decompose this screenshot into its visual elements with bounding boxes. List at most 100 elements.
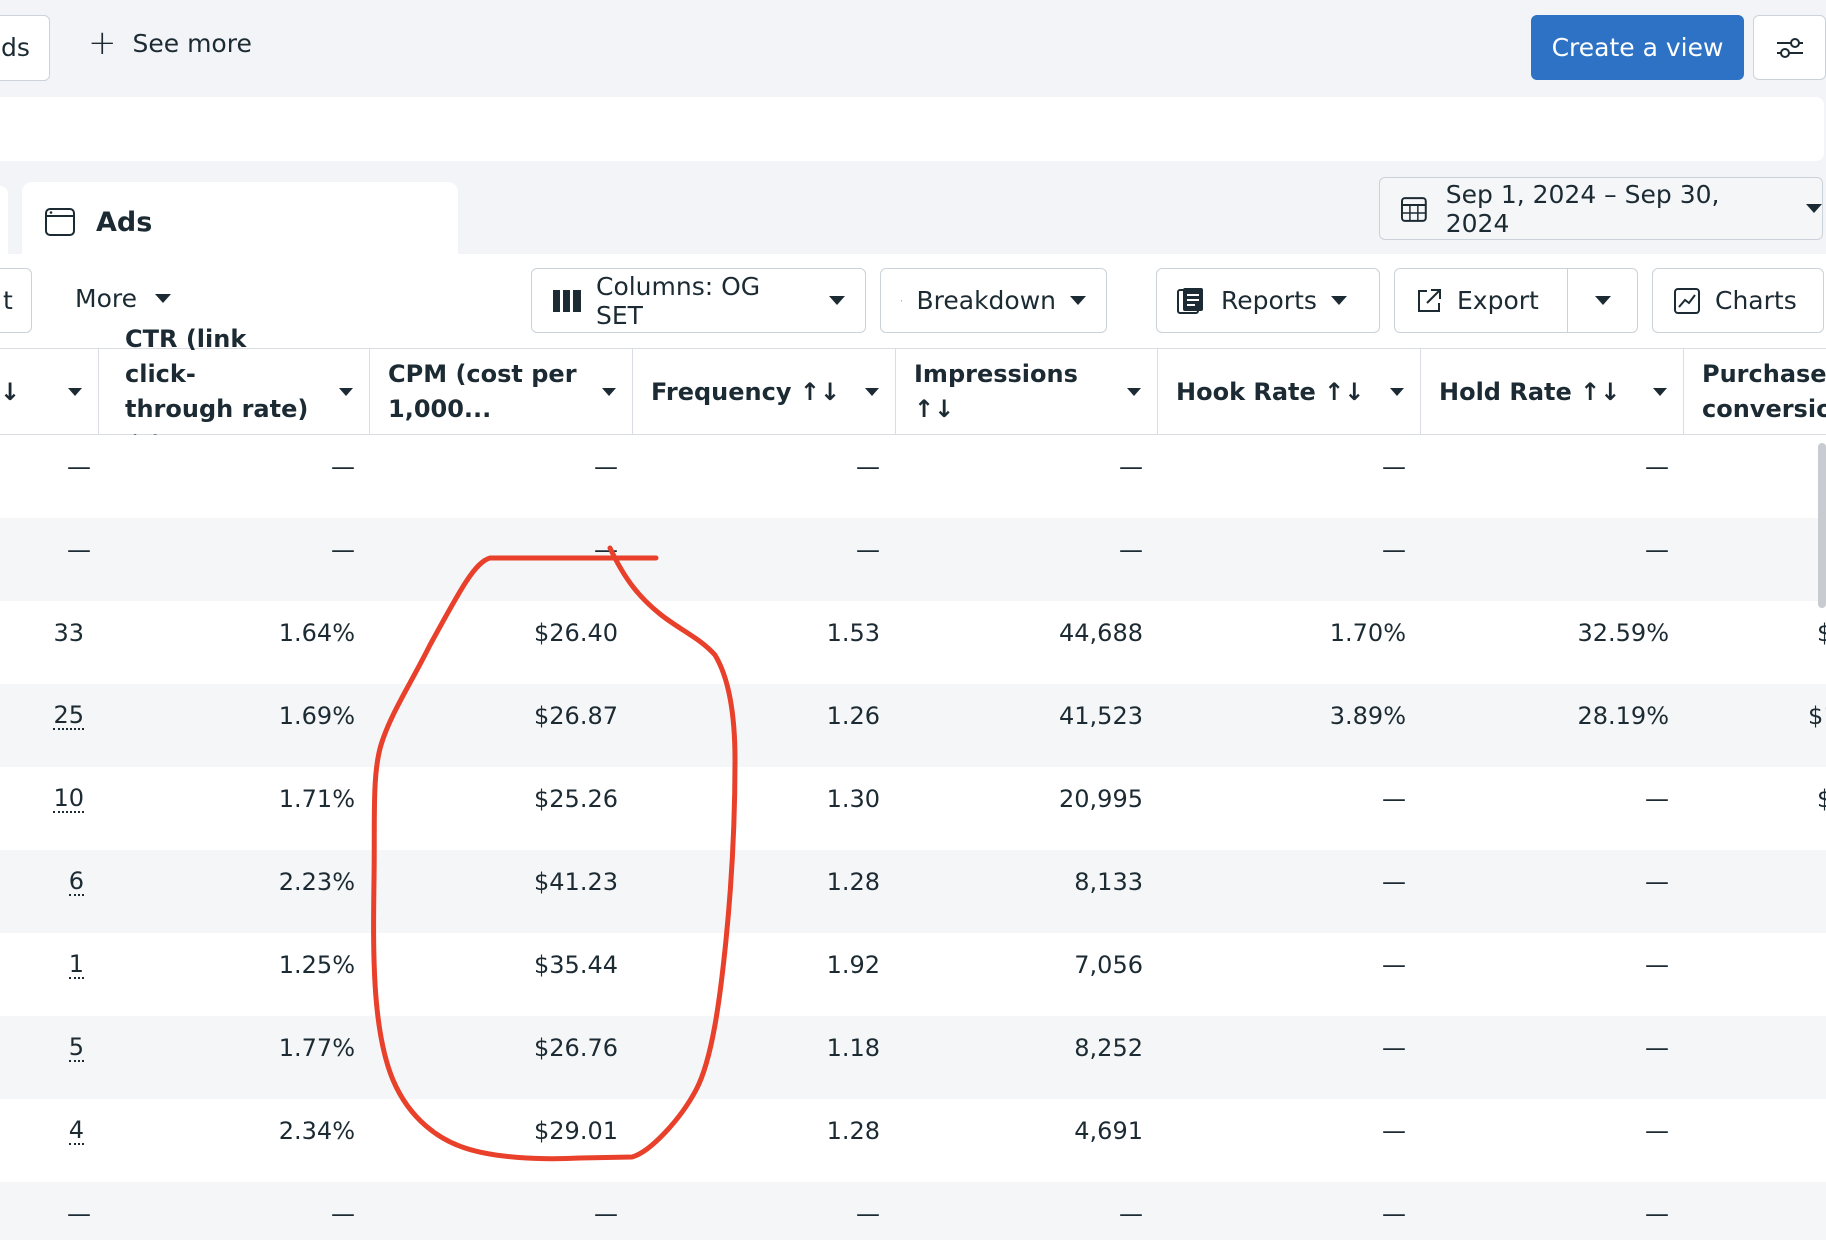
cell-results-link[interactable]: 4 <box>68 1116 84 1145</box>
column-header-cpm[interactable]: CPM (cost per 1,000... <box>370 349 633 435</box>
cell-impressions: 44,688 <box>1059 619 1143 647</box>
column-header-frequency[interactable]: Frequency ↑↓ <box>633 349 896 435</box>
table-row[interactable]: — — — — — — — <box>0 1182 1826 1240</box>
reports-icon <box>1177 287 1203 314</box>
cell-cpm: $25.26 <box>534 785 618 813</box>
cell-frequency: 1.26 <box>826 702 880 730</box>
cell-ctr: 2.34% <box>278 1117 355 1145</box>
cell-cpm: $41.23 <box>534 868 618 896</box>
breakdown-label: Breakdown <box>916 286 1056 315</box>
chevron-down-icon <box>829 296 845 305</box>
cell-cpm: $26.76 <box>534 1034 618 1062</box>
export-dropdown-button[interactable] <box>1567 268 1638 333</box>
chevron-down-icon <box>1330 296 1347 305</box>
column-header-partial[interactable]: ↓ <box>0 349 99 435</box>
table-row[interactable]: 1 1.25% $35.44 1.92 7,056 — — <box>0 933 1826 1016</box>
chevron-down-icon[interactable] <box>865 388 879 396</box>
cell-results-link[interactable]: 1 <box>68 950 84 979</box>
table-row[interactable]: 6 2.23% $41.23 1.28 8,133 — — <box>0 850 1826 933</box>
chevron-down-icon[interactable] <box>1653 388 1667 396</box>
chevron-down-icon[interactable] <box>602 388 616 396</box>
create-view-button[interactable]: Create a view <box>1531 15 1744 80</box>
chevron-down-icon <box>1070 296 1086 305</box>
column-header-impressions[interactable]: Impressions ↑↓ <box>896 349 1158 435</box>
cell-hook-rate: 3.89% <box>1329 702 1406 730</box>
cell-results-link[interactable]: 5 <box>68 1033 84 1062</box>
table-row[interactable]: — — — — — — — <box>0 435 1826 518</box>
cell-hook-rate: — <box>1382 951 1406 979</box>
search-filter-bar[interactable] <box>0 97 1824 161</box>
cell-hook-rate: — <box>1382 1117 1406 1145</box>
column-header-hook-rate[interactable]: Hook Rate ↑↓ <box>1158 349 1421 435</box>
table-row[interactable]: 4 2.34% $29.01 1.28 4,691 — — <box>0 1099 1826 1182</box>
cell-results-link[interactable]: 10 <box>53 784 84 813</box>
ad-sets-tab-partial[interactable] <box>0 186 8 262</box>
cell-impressions: 41,523 <box>1059 702 1143 730</box>
purchases-header-line2: conversion <box>1702 395 1826 423</box>
cell-impressions: 8,252 <box>1074 1034 1143 1062</box>
plus-icon: + <box>88 23 117 63</box>
cell-frequency: 1.18 <box>826 1034 880 1062</box>
cell-cpm: — <box>594 453 618 481</box>
cell-ctr: 2.23% <box>278 868 355 896</box>
cell-frequency: 1.92 <box>826 951 880 979</box>
table-header: ↓ CTR (link click-through rate) ↑↓ CPM (… <box>0 325 1826 458</box>
chevron-down-icon[interactable] <box>1390 388 1404 396</box>
cell-hold-rate: — <box>1645 785 1669 813</box>
cell-hook-rate: — <box>1382 785 1406 813</box>
cell-cpm: $26.87 <box>534 702 618 730</box>
cell-impressions: 4,691 <box>1074 1117 1143 1145</box>
chevron-down-icon <box>1806 204 1822 213</box>
date-range-picker[interactable]: Sep 1, 2024 – Sep 30, 2024 <box>1379 177 1823 240</box>
export-label: Export <box>1457 286 1539 315</box>
breakdown-button[interactable]: Breakdown <box>880 268 1107 333</box>
tab-ads[interactable]: Ads <box>22 182 458 262</box>
cell-results: — <box>67 536 91 564</box>
cell-ctr: 1.71% <box>278 785 355 813</box>
cell-hook-rate: — <box>1382 536 1406 564</box>
chevron-down-icon <box>1594 296 1611 305</box>
cell-cpm: — <box>594 536 618 564</box>
ads-tab-partial[interactable]: ds <box>0 15 50 81</box>
chevron-down-icon[interactable] <box>1127 388 1141 396</box>
cell-cpm: $35.44 <box>534 951 618 979</box>
cell-purchases: $1 <box>1808 702 1826 730</box>
cell-results-link[interactable]: 25 <box>53 701 84 730</box>
frequency-header-label: Frequency ↑↓ <box>651 377 841 406</box>
column-header-hold-rate[interactable]: Hold Rate ↑↓ <box>1421 349 1684 435</box>
export-button[interactable]: Export <box>1394 268 1569 333</box>
cell-ctr: 1.69% <box>278 702 355 730</box>
cell-ctr: 1.25% <box>278 951 355 979</box>
chevron-down-icon <box>154 294 171 303</box>
table-row[interactable]: 10 1.71% $25.26 1.30 20,995 — — $ <box>0 767 1826 850</box>
chevron-down-icon[interactable] <box>68 388 82 396</box>
column-header-ctr[interactable]: CTR (link click-through rate) ↑↓ <box>107 325 370 458</box>
settings-button[interactable] <box>1753 15 1826 80</box>
cell-impressions: — <box>1119 536 1143 564</box>
breakdown-icon <box>901 299 903 302</box>
cell-results: 33 <box>53 619 84 647</box>
table-row[interactable]: — — — — — — — <box>0 518 1826 601</box>
cell-frequency: — <box>856 536 880 564</box>
vertical-scrollbar[interactable] <box>1818 443 1826 608</box>
left-button-label: t <box>3 286 13 315</box>
charts-button[interactable]: Charts <box>1652 268 1824 333</box>
table-row[interactable]: 33 1.64% $26.40 1.53 44,688 1.70% 32.59%… <box>0 601 1826 684</box>
cell-impressions: — <box>1119 1200 1143 1228</box>
columns-button[interactable]: Columns: OG SET <box>531 268 866 333</box>
cell-hook-rate: — <box>1382 868 1406 896</box>
table-row[interactable]: 5 1.77% $26.76 1.18 8,252 — — <box>0 1016 1826 1099</box>
table-row[interactable]: 25 1.69% $26.87 1.26 41,523 3.89% 28.19%… <box>0 684 1826 767</box>
charts-label: Charts <box>1715 286 1797 315</box>
column-header-purchases[interactable]: Purchases conversion <box>1684 349 1826 435</box>
columns-icon <box>552 289 581 312</box>
cell-results-link[interactable]: 6 <box>68 867 84 896</box>
cell-hold-rate: — <box>1645 868 1669 896</box>
chevron-down-icon[interactable] <box>339 388 353 396</box>
more-button[interactable]: More <box>75 284 171 313</box>
cell-ctr: — <box>331 536 355 564</box>
see-more-button[interactable]: + See more <box>88 23 252 63</box>
ctr-header-line1: CTR (link click- <box>125 325 247 388</box>
left-button-partial[interactable]: t <box>0 268 32 333</box>
reports-button[interactable]: Reports <box>1156 268 1380 333</box>
